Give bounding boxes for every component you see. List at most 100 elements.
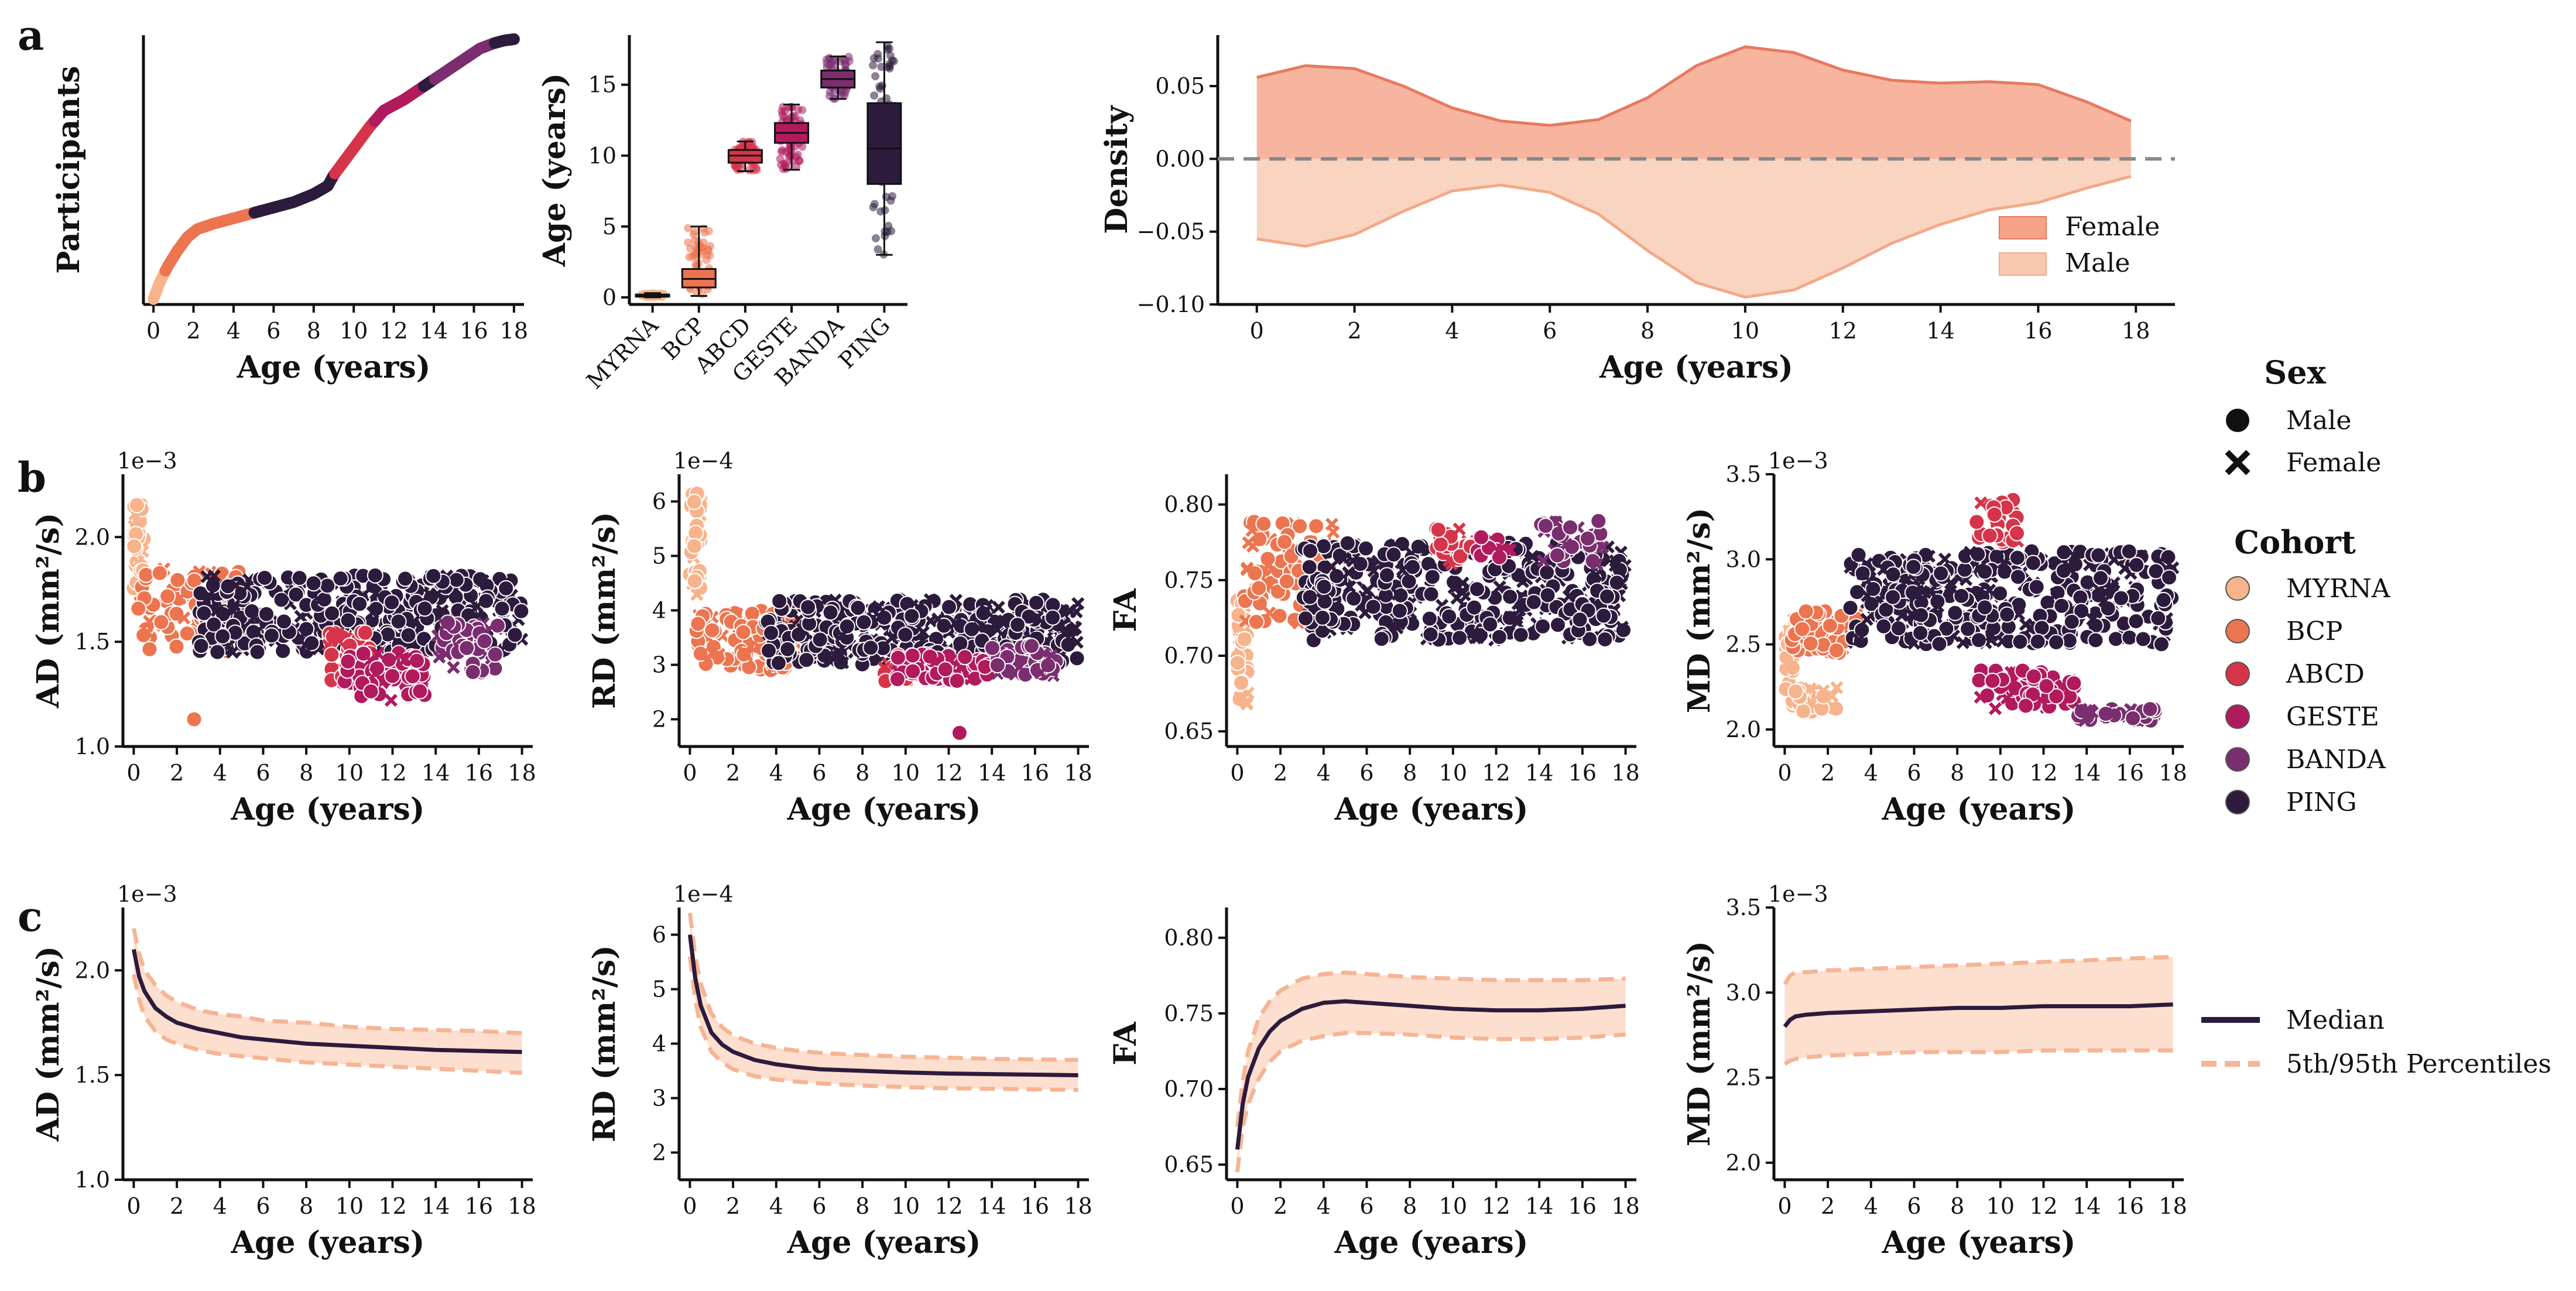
axis-scale-label: 1e−3 [1768, 448, 1828, 474]
axis-scale-label: 1e−3 [117, 448, 177, 474]
scatter-point-male [1890, 620, 1907, 637]
scatter-point-male [2009, 549, 2026, 566]
scatter-point-male [2113, 590, 2130, 607]
scatter-point-male [1960, 621, 1976, 638]
jitter-point [837, 87, 846, 96]
x-tick-label: 6 [812, 760, 826, 786]
y-tick-label: 2 [652, 707, 666, 732]
jitter-point [885, 64, 894, 73]
scatter-point-male [1385, 546, 1402, 563]
percentile-legend-label: 5th/95th Percentiles [2286, 1049, 2551, 1079]
scatter-point-male [937, 661, 954, 678]
x-tick-label: 10 [1986, 760, 2015, 786]
x-tick-label: 18 [1611, 1193, 1639, 1219]
scatter-point-male [1301, 588, 1318, 605]
scatter-point-male [400, 626, 417, 643]
scatter-point-male [2092, 570, 2109, 587]
x-axis-label: Age (years) [1334, 1225, 1529, 1261]
y-axis-label: RD (mm²/s) [587, 945, 622, 1142]
scatter-point-male [1248, 614, 1265, 631]
scatter-point-male [2048, 634, 2065, 651]
scatter-point-male [1595, 607, 1612, 624]
scatter-point-male [1905, 559, 1922, 576]
scatter-point-male [324, 605, 341, 622]
scatter-point-male [2121, 543, 2137, 560]
x-tick-label: 4 [1317, 1193, 1331, 1219]
scatter-point-female [992, 601, 1005, 614]
scatter-point-male [1502, 588, 1519, 605]
scatter-point-male [1539, 587, 1556, 604]
x-tick-label: 4 [213, 1193, 227, 1219]
scatter-point-male [1933, 565, 1950, 582]
scatter-point-female [923, 593, 937, 607]
x-axis-label: Age (years) [787, 1225, 981, 1261]
scatter-point-male [1251, 580, 1268, 597]
male-marker-icon [2226, 409, 2249, 432]
scatter-point-male [897, 626, 914, 643]
y-tick-label: 2 [652, 1140, 666, 1166]
scatter-point-male [2033, 619, 2050, 636]
jitter-point [776, 155, 785, 163]
scatter-point-male [1931, 635, 1948, 652]
y-tick-label: 2.5 [1726, 1065, 1761, 1091]
x-tick-label: 8 [1403, 1193, 1417, 1219]
scatter-point-female [366, 606, 379, 619]
scatter-point-male [770, 655, 787, 672]
scatter-point-male [1571, 611, 1588, 628]
jitter-point [844, 53, 853, 61]
y-axis-label: FA [1108, 588, 1143, 632]
y-tick-label: 0.65 [1164, 1152, 1214, 1177]
scatter-point-male [1044, 609, 1061, 626]
x-tick-label: 4 [213, 760, 227, 786]
jitter-point [704, 245, 712, 254]
scatter-point-male [1028, 594, 1045, 611]
x-tick-label: 16 [2024, 318, 2052, 344]
scatter-point-female [250, 625, 263, 639]
scatter-point-male [2028, 578, 2045, 595]
y-tick-label: 0.70 [1164, 643, 1214, 669]
cohort-legend-label: PING [2286, 787, 2357, 817]
cohort-swatch-ping [2225, 790, 2250, 814]
scatter-point-male [862, 639, 879, 656]
x-tick-label: 18 [1064, 760, 1092, 786]
x-tick-label: 8 [299, 1193, 313, 1219]
scatter-point-male [126, 537, 143, 554]
scatter-point-male [205, 616, 222, 633]
y-tick-label: 1.5 [75, 1062, 110, 1088]
scatter-point-male [889, 670, 906, 687]
scatter-point-male [153, 614, 170, 631]
scatter-point-male [1297, 610, 1314, 627]
scatter-point-male [822, 604, 839, 621]
scatter-point-male [513, 602, 530, 619]
y-tick-label: 15 [588, 72, 616, 98]
y-tick-label: 1.5 [75, 629, 110, 655]
x-axis-label: Age (years) [231, 1225, 425, 1261]
x-tick-label: 4 [769, 760, 783, 786]
y-tick-label: 2.0 [75, 957, 110, 983]
scatter-point-male [305, 575, 322, 592]
scatter-point-male [291, 570, 308, 587]
density-legend-swatch [1999, 216, 2047, 239]
x-tick-label: 6 [266, 318, 280, 344]
scatter-point-male [690, 615, 707, 632]
scatter-point-male [1278, 573, 1295, 590]
scatter-point-male [287, 586, 304, 603]
scatter-point-male [1534, 618, 1551, 635]
x-tick-label: 0 [1250, 318, 1264, 344]
x-tick-label: 16 [1568, 760, 1597, 786]
x-axis-label: Age (years) [787, 792, 981, 827]
scatter-point-male [2009, 525, 2026, 542]
x-tick-label: 8 [299, 760, 313, 786]
x-tick-label: 6 [812, 1193, 826, 1219]
scatter-point-female [210, 604, 224, 617]
x-tick-label: 2 [1821, 1193, 1835, 1219]
scatter-point-female [392, 648, 406, 662]
scatter-point-female [1453, 522, 1466, 536]
x-tick-label: 10 [340, 318, 368, 344]
box-ping [866, 102, 902, 185]
y-axis-label: MD (mm²/s) [1681, 941, 1717, 1146]
scatter-point-male [2121, 629, 2138, 646]
axis-scale-label: 1e−4 [673, 881, 734, 907]
scatter-point-female [738, 646, 751, 659]
cohort-legend-label: ABCD [2286, 659, 2365, 689]
